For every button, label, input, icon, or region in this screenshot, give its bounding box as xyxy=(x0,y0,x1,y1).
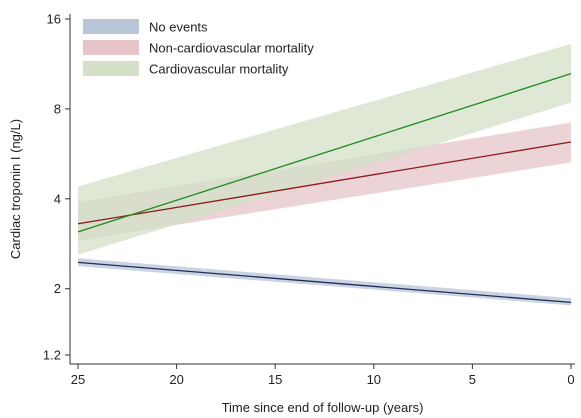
confidence-bands xyxy=(78,43,571,306)
legend-label-cardiovascular-mortality: Cardiovascular mortality xyxy=(149,62,289,77)
y-axis-label: Cardiac troponin I (ng/L) xyxy=(8,119,23,259)
legend-swatch-non-cardiovascular-mortality xyxy=(83,40,139,55)
line-non-cardiovascular-mortality xyxy=(77,141,572,225)
x-axis-label: Time since end of follow-up (years) xyxy=(222,400,424,415)
legend: No events Non-cardiovascular mortality Car… xyxy=(83,19,314,77)
y-tick-label: 16 xyxy=(47,12,61,27)
x-tick-label: 25 xyxy=(71,372,85,387)
y-tick-label: 4 xyxy=(54,191,61,206)
axes: 1.2 2 4 8 16 25 20 15 10 5 0 xyxy=(43,12,575,387)
legend-swatch-no-events xyxy=(83,19,139,34)
legend-swatch-cardiovascular-mortality xyxy=(83,61,139,76)
band-cardiovascular-mortality xyxy=(78,43,571,255)
legend-label-non-cardiovascular-mortality: Non-cardiovascular mortality xyxy=(149,41,314,56)
y-tick-label: 2 xyxy=(54,281,61,296)
series-lines xyxy=(77,73,572,304)
x-tick-label: 10 xyxy=(367,372,381,387)
legend-label-no-events: No events xyxy=(149,20,208,35)
x-tick-label: 0 xyxy=(567,372,574,387)
x-tick-label: 5 xyxy=(469,372,476,387)
line-cardiovascular-mortality xyxy=(77,73,572,233)
x-tick-label: 15 xyxy=(268,372,282,387)
y-tick-label: 8 xyxy=(54,101,61,116)
line-no-events xyxy=(77,261,572,304)
y-tick-label: 1.2 xyxy=(43,348,61,363)
x-tick-label: 20 xyxy=(169,372,183,387)
